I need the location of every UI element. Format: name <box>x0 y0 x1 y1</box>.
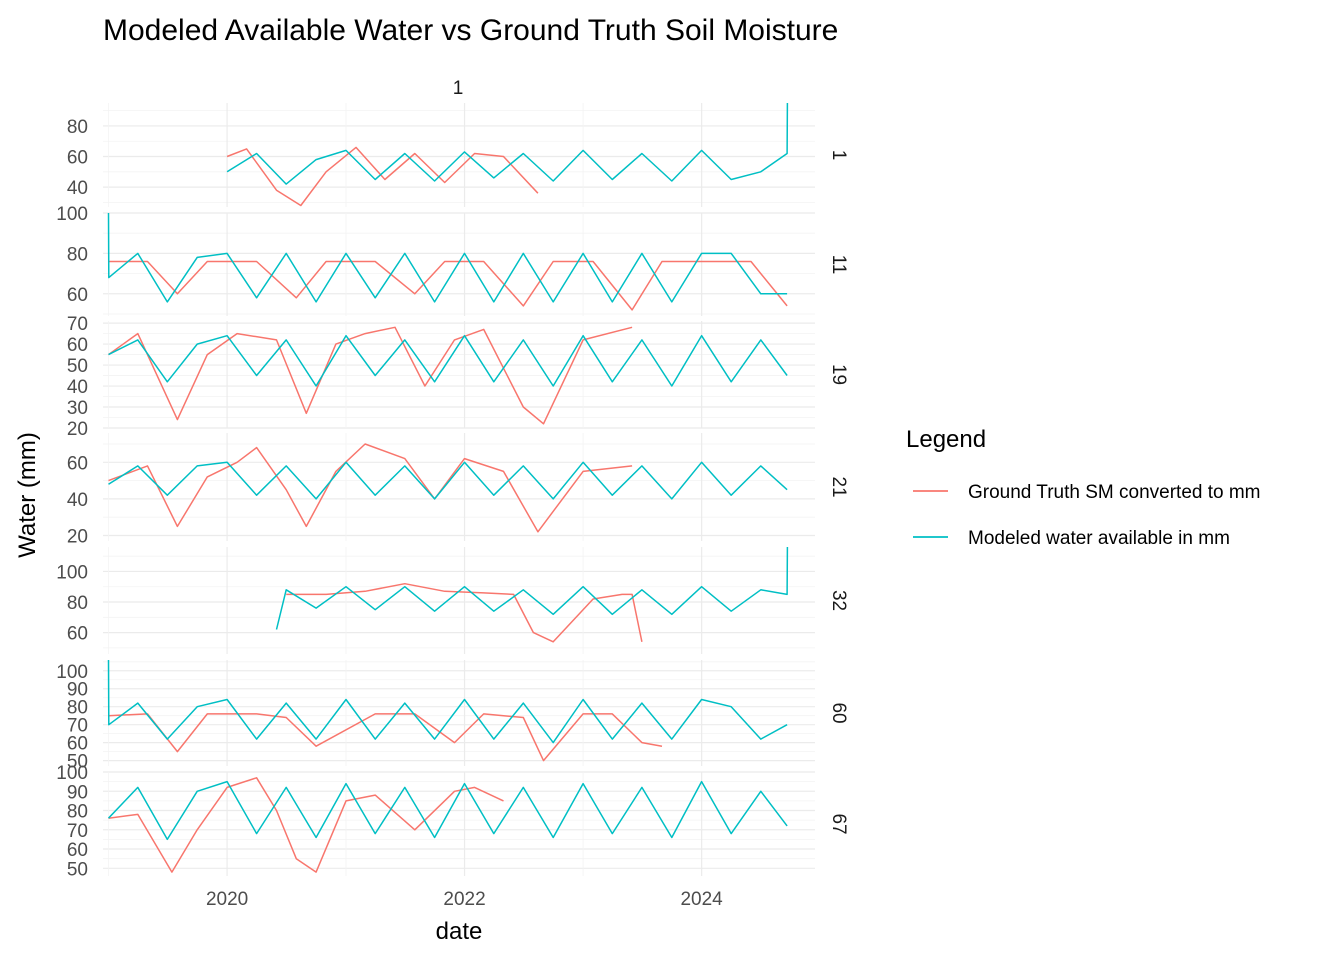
y-tick-label: 100 <box>56 562 88 583</box>
chart-title: Modeled Available Water vs Ground Truth … <box>103 14 838 47</box>
panels: 4060801608010011203040506070192040602160… <box>56 102 849 880</box>
x-tick-label: 2022 <box>443 889 485 910</box>
series-line <box>108 461 788 500</box>
legend-title: Legend <box>906 426 986 453</box>
y-tick-label: 80 <box>67 244 88 265</box>
y-tick-label: 50 <box>67 752 88 773</box>
x-tick-label: 2024 <box>680 889 723 910</box>
series-line <box>107 780 788 841</box>
series-line <box>107 212 788 303</box>
row-strip-label: 11 <box>828 255 849 275</box>
y-tick-label: 20 <box>67 419 88 440</box>
legend-items: Ground Truth SM converted to mm Modeled w… <box>913 482 1261 549</box>
y-tick-label: 80 <box>67 698 88 719</box>
y-tick-label: 100 <box>56 204 88 225</box>
y-tick-label: 20 <box>67 527 88 548</box>
x-axis-ticks: 2020 2022 2024 <box>206 889 723 910</box>
y-tick-label: 100 <box>56 662 88 683</box>
row-strip-label: 1 <box>828 150 849 161</box>
row-strip-label: 21 <box>828 476 849 497</box>
panel-21: 20 40 60 21 <box>67 433 849 548</box>
y-tick-label: 50 <box>67 356 88 377</box>
legend: Legend Ground Truth SM converted to mm Mo… <box>906 426 1261 549</box>
series-line <box>108 260 788 311</box>
y-tick-label: 40 <box>67 178 88 199</box>
series-line <box>108 326 633 425</box>
y-tick-label: 80 <box>67 802 88 823</box>
panel-11: 60 80 100 11 <box>56 204 849 316</box>
series-line <box>107 659 788 744</box>
y-tick-label: 60 <box>67 148 88 169</box>
column-strip-label: 1 <box>453 78 464 99</box>
y-axis-title: Water (mm) <box>14 432 41 558</box>
y-tick-label: 80 <box>67 593 88 614</box>
x-axis-title: date <box>436 918 483 945</box>
y-tick-label: 60 <box>67 734 88 755</box>
series-line <box>226 102 789 185</box>
series-line <box>108 334 788 387</box>
row-strip-label: 67 <box>828 813 849 834</box>
series-line <box>226 146 539 207</box>
row-strip-label: 32 <box>828 590 849 611</box>
legend-label: Ground Truth SM converted to mm <box>968 482 1261 503</box>
y-tick-label: 30 <box>67 398 88 419</box>
series-line <box>286 582 643 643</box>
y-tick-label: 60 <box>67 624 88 645</box>
series-line <box>108 777 504 873</box>
y-tick-label: 60 <box>67 840 88 861</box>
series-line <box>275 546 789 630</box>
y-tick-label: 70 <box>67 716 88 737</box>
legend-label: Modeled water available in mm <box>968 528 1230 549</box>
y-tick-label: 40 <box>67 377 88 398</box>
panel-32: 60 80 100 32 <box>56 546 849 654</box>
y-tick-label: 70 <box>67 821 88 842</box>
panel-1: 40 60 80 1 <box>67 102 849 207</box>
y-tick-label: 60 <box>67 335 88 356</box>
y-tick-label: 80 <box>67 117 88 138</box>
x-tick-label: 2020 <box>206 889 248 910</box>
y-tick-label: 100 <box>56 763 88 784</box>
y-tick-label: 50 <box>67 859 88 880</box>
y-tick-label: 40 <box>67 490 88 511</box>
series-line <box>108 443 633 533</box>
y-tick-label: 90 <box>67 782 88 803</box>
y-tick-label: 90 <box>67 680 88 701</box>
row-strip-label: 19 <box>828 364 849 385</box>
y-tick-label: 70 <box>67 314 88 335</box>
row-strip-label: 60 <box>828 702 849 723</box>
series-line <box>108 713 663 762</box>
y-tick-label: 60 <box>67 285 88 306</box>
y-tick-label: 60 <box>67 453 88 474</box>
